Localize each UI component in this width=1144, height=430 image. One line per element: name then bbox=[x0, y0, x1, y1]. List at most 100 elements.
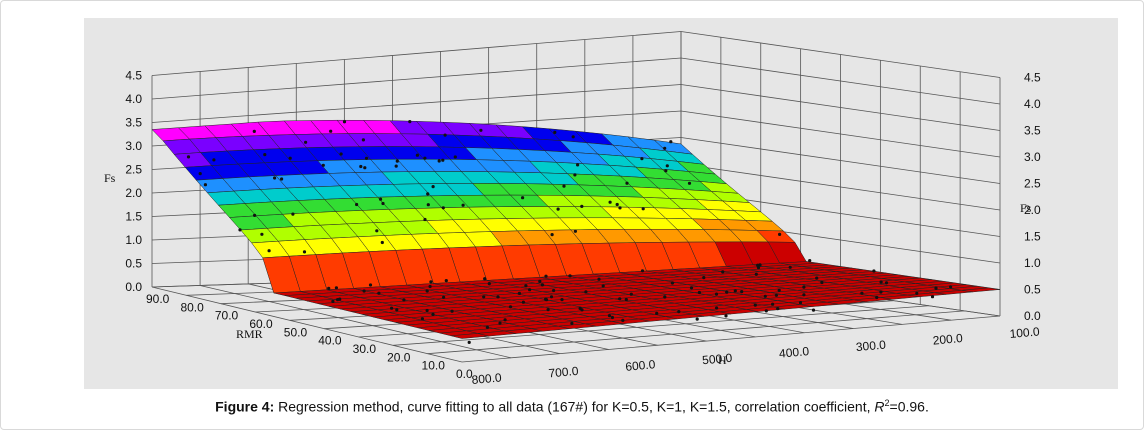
z-tick-label-right: 3.5 bbox=[1024, 124, 1041, 138]
data-point bbox=[394, 164, 398, 168]
data-point bbox=[798, 301, 803, 305]
data-point bbox=[453, 155, 457, 159]
data-point bbox=[288, 156, 292, 160]
data-point bbox=[359, 164, 363, 169]
data-point bbox=[450, 309, 454, 313]
data-point bbox=[441, 206, 445, 210]
data-point bbox=[621, 318, 625, 322]
data-point bbox=[203, 183, 207, 187]
data-point bbox=[273, 176, 277, 180]
data-point bbox=[544, 297, 548, 301]
floor-line bbox=[200, 285, 511, 359]
data-point bbox=[381, 201, 385, 206]
data-point bbox=[763, 294, 767, 298]
data-point bbox=[618, 206, 622, 210]
rmr-tick-label: 40.0 bbox=[318, 334, 342, 348]
data-point bbox=[550, 233, 554, 237]
data-point bbox=[420, 317, 424, 321]
grid-line-z bbox=[151, 31, 1001, 78]
h-tick-label: 500.0 bbox=[702, 351, 733, 368]
data-point bbox=[483, 277, 487, 281]
caption-r: R bbox=[874, 398, 885, 415]
data-point bbox=[498, 321, 502, 325]
data-point bbox=[879, 280, 883, 284]
data-point bbox=[753, 303, 757, 307]
data-point bbox=[669, 140, 673, 144]
data-point bbox=[740, 290, 744, 294]
data-point bbox=[815, 276, 819, 280]
data-point bbox=[677, 310, 681, 314]
data-point bbox=[934, 286, 938, 290]
h-tick-label: 100.0 bbox=[1009, 324, 1040, 341]
data-point bbox=[860, 291, 864, 295]
data-point bbox=[610, 315, 615, 320]
data-point bbox=[431, 185, 435, 189]
data-point bbox=[875, 295, 879, 300]
data-point bbox=[443, 133, 447, 137]
data-point bbox=[487, 282, 491, 286]
data-point bbox=[665, 164, 669, 168]
data-point bbox=[426, 203, 430, 207]
data-point bbox=[930, 295, 935, 299]
data-point bbox=[573, 173, 577, 177]
data-point bbox=[608, 200, 612, 204]
data-point bbox=[479, 128, 483, 132]
data-point bbox=[267, 249, 271, 253]
data-point bbox=[441, 158, 445, 162]
data-point bbox=[544, 274, 548, 278]
rmr-axis-label: RMR bbox=[236, 327, 263, 341]
data-point bbox=[754, 272, 758, 276]
data-point bbox=[426, 192, 430, 196]
data-point bbox=[444, 279, 448, 283]
h-axis-label: H bbox=[718, 353, 727, 367]
data-point bbox=[361, 138, 365, 142]
data-point bbox=[423, 217, 427, 222]
data-point bbox=[552, 288, 556, 293]
data-point bbox=[724, 314, 728, 318]
data-point bbox=[402, 298, 406, 302]
data-point bbox=[442, 295, 446, 299]
data-point bbox=[380, 240, 384, 245]
floor-line bbox=[461, 315, 1001, 363]
rmr-tick-label: 50.0 bbox=[284, 325, 308, 339]
data-point bbox=[764, 309, 768, 313]
data-point bbox=[689, 286, 694, 290]
data-point bbox=[721, 270, 725, 274]
rmr-tick-label: 80.0 bbox=[180, 300, 204, 314]
data-point bbox=[528, 288, 532, 292]
data-point bbox=[618, 297, 622, 301]
data-point bbox=[423, 156, 427, 160]
data-point bbox=[641, 207, 645, 211]
data-point bbox=[379, 197, 383, 201]
data-point bbox=[538, 279, 542, 283]
data-point bbox=[571, 135, 575, 139]
data-point bbox=[363, 166, 367, 170]
data-point bbox=[428, 284, 432, 289]
z-tick-label-left: 1.5 bbox=[125, 210, 142, 224]
data-point bbox=[576, 163, 580, 167]
data-point bbox=[553, 130, 557, 134]
data-point bbox=[524, 284, 528, 288]
data-point bbox=[562, 184, 566, 188]
data-point bbox=[640, 269, 645, 273]
caption-text: Regression method, curve fitting to all … bbox=[274, 398, 875, 415]
data-point bbox=[331, 299, 335, 303]
data-point bbox=[521, 196, 525, 200]
data-point bbox=[263, 153, 267, 157]
data-point bbox=[733, 289, 737, 293]
figure-caption: Figure 4: Regression method, curve fitti… bbox=[0, 398, 1144, 415]
rmr-tick-label: 20.0 bbox=[387, 350, 411, 364]
data-point bbox=[238, 228, 242, 232]
data-point bbox=[355, 202, 359, 207]
data-point bbox=[362, 289, 366, 293]
data-point bbox=[482, 295, 486, 299]
data-point bbox=[395, 159, 399, 163]
data-point bbox=[327, 286, 331, 290]
data-point bbox=[521, 300, 526, 304]
data-point bbox=[820, 280, 824, 285]
h-tick-label: 400.0 bbox=[778, 344, 809, 361]
data-point bbox=[670, 281, 675, 285]
z-tick-label-right: 3.0 bbox=[1024, 150, 1041, 164]
data-point bbox=[212, 158, 216, 162]
data-point bbox=[556, 207, 560, 211]
